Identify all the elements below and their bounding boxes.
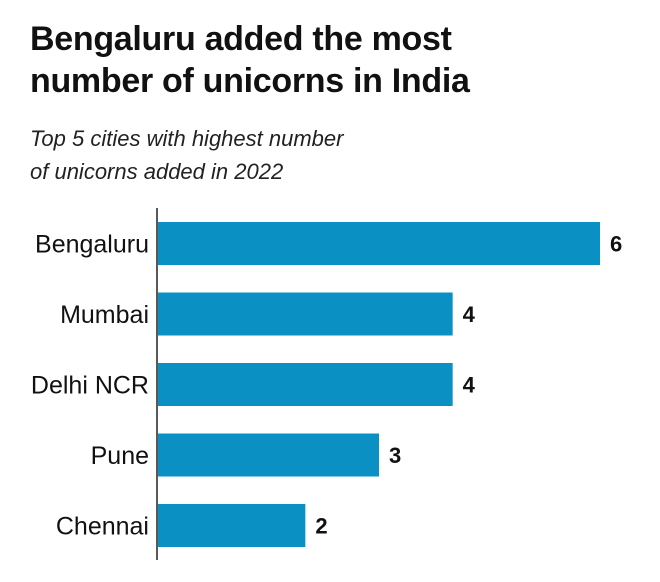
bar-group-delhi-ncr: Delhi NCR 4 <box>31 363 476 406</box>
value-label-delhi-ncr: 4 <box>463 373 476 398</box>
bar-chennai <box>158 504 306 547</box>
bar-group-chennai: Chennai 2 <box>56 504 328 547</box>
bar-group-pune: Pune 3 <box>91 433 401 477</box>
bar-pune <box>158 433 379 477</box>
category-label-bengaluru: Bengaluru <box>35 231 149 259</box>
category-label-mumbai: Mumbai <box>60 301 149 329</box>
bar-bengaluru <box>158 222 600 265</box>
bar-group-mumbai: Mumbai 4 <box>60 292 476 336</box>
chart-title: Bengaluru added the most number of unico… <box>30 18 640 102</box>
chart-subtitle: Top 5 cities with highest number of unic… <box>30 122 640 188</box>
value-label-chennai: 2 <box>315 514 327 539</box>
bar-chart: Bengaluru 6 Mumbai 4 Delhi NCR 4 Pune 3 Chennai 2 <box>31 208 622 560</box>
bars-layer: Bengaluru 6 Mumbai 4 Delhi NCR 4 Pune 3 Chennai 2 <box>31 222 622 547</box>
value-label-bengaluru: 6 <box>610 232 622 257</box>
category-label-chennai: Chennai <box>56 513 149 541</box>
value-label-mumbai: 4 <box>463 302 476 327</box>
chart-title-line-2: number of unicorns in India <box>30 62 470 100</box>
chart-subtitle-line-2: of unicorns added in 2022 <box>30 159 284 184</box>
chart-title-line-1: Bengaluru added the most <box>30 20 452 58</box>
bar-mumbai <box>158 292 453 336</box>
bar-delhi-ncr <box>158 363 453 406</box>
chart-subtitle-line-1: Top 5 cities with highest number <box>30 126 344 151</box>
value-label-pune: 3 <box>389 443 401 468</box>
category-label-delhi-ncr: Delhi NCR <box>31 372 149 400</box>
category-label-pune: Pune <box>91 442 149 470</box>
bar-group-bengaluru: Bengaluru 6 <box>35 222 622 265</box>
